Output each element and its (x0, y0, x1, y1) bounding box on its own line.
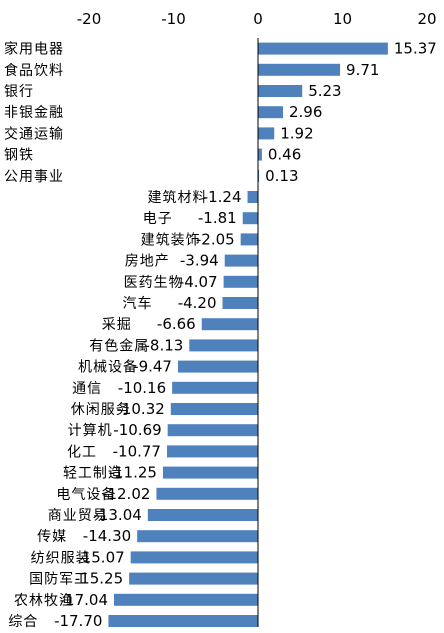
x-tick-label: 10 (333, 10, 352, 28)
data-label: -8.13 (144, 336, 183, 354)
data-label: -10.16 (118, 379, 166, 397)
category-label: 家用电器 (4, 41, 64, 58)
bar (242, 212, 258, 225)
data-label: -9.47 (133, 358, 172, 376)
bar (170, 403, 258, 415)
bar (177, 360, 258, 373)
data-label: 9.71 (346, 61, 379, 79)
data-label: -10.69 (113, 421, 161, 439)
data-label: -2.05 (196, 230, 235, 248)
category-label: 非银金融 (4, 105, 64, 121)
bars (108, 42, 388, 627)
category-label: 电子 (143, 211, 173, 227)
category-label: 公用事业 (4, 169, 64, 185)
bar (258, 106, 284, 119)
data-label: -6.66 (157, 315, 196, 333)
data-label: -11.25 (109, 464, 157, 482)
bar (172, 381, 258, 394)
data-label: -15.25 (75, 570, 123, 588)
data-label: 15.37 (394, 40, 437, 58)
category-label: 轻工制造 (63, 466, 123, 482)
category-label: 商业贸易 (48, 508, 108, 524)
data-label: -13.04 (93, 506, 141, 524)
data-label: 2.96 (289, 103, 322, 121)
category-label: 通信 (72, 381, 102, 397)
bar (240, 233, 258, 246)
data-label: 1.92 (280, 124, 313, 142)
bar (258, 127, 275, 140)
category-label: 建筑装饰 (141, 232, 201, 248)
data-label: -1.81 (198, 209, 237, 227)
category-label: 电气设备 (56, 486, 116, 503)
category-label: 建筑材料 (148, 190, 208, 206)
category-label: 医药生物 (124, 275, 184, 291)
bar (189, 339, 258, 352)
bar (137, 530, 258, 543)
category-label: 采掘 (102, 317, 132, 333)
category-label: 银行 (4, 84, 34, 100)
data-label: -12.02 (102, 485, 150, 503)
bar (114, 593, 259, 606)
bar (258, 63, 341, 76)
data-label: 0.46 (268, 146, 301, 164)
bar (258, 42, 388, 55)
data-label: -10.77 (113, 442, 161, 460)
bar (258, 148, 262, 161)
category-label: 交通运输 (4, 125, 64, 142)
data-label: -3.94 (180, 252, 219, 270)
category-label: 综合 (8, 614, 38, 630)
category-label: 房地产 (125, 254, 170, 270)
category-label: 休闲服务 (71, 402, 131, 418)
bar (147, 509, 258, 521)
category-label: 汽车 (123, 295, 153, 312)
x-tick-label: -10 (161, 10, 186, 28)
category-label: 钢铁 (4, 148, 34, 164)
data-label: 5.23 (308, 82, 341, 100)
bar (129, 572, 258, 585)
bar (162, 466, 258, 479)
bar (224, 254, 258, 267)
data-label: -15.07 (76, 548, 124, 566)
category-label: 化工 (67, 444, 97, 460)
x-axis-ticks: -20 -10 0 10 20 (77, 10, 437, 28)
value-labels: 15.37 9.71 5.23 2.96 1.92 0.46 0.13 -1.24 -1.81 -… (54, 40, 437, 630)
category-labels: 家用电器食品饮料银行非银金融交通运输钢铁公用事业建筑材料电子建筑装饰房地产医药生… (4, 41, 208, 630)
category-label: 纺织服装 (31, 550, 91, 566)
category-label: 国防军工 (29, 572, 89, 588)
bar (258, 169, 260, 182)
bar (258, 85, 303, 97)
data-label: -17.04 (60, 591, 108, 609)
bar (222, 297, 258, 309)
bar (108, 615, 258, 627)
x-tick-label: 20 (417, 10, 436, 28)
bar (223, 275, 258, 288)
bar (201, 318, 258, 331)
category-label: 有色金属 (89, 337, 149, 354)
data-label: -17.70 (54, 612, 102, 630)
bar (247, 191, 258, 203)
data-label: -4.20 (178, 294, 217, 312)
data-label: 0.13 (265, 167, 298, 185)
category-label: 计算机 (68, 423, 113, 439)
category-label: 食品饮料 (4, 62, 64, 79)
category-label: 传媒 (37, 529, 67, 545)
category-label: 农林牧渔 (14, 593, 74, 609)
data-label: -14.30 (83, 527, 131, 545)
bar (166, 445, 258, 458)
data-label: -1.24 (203, 188, 242, 206)
x-tick-label: -20 (77, 10, 102, 28)
bar (130, 551, 258, 564)
data-label: -10.32 (116, 400, 164, 418)
category-label: 机械设备 (78, 359, 138, 376)
x-tick-label: 0 (253, 10, 263, 28)
bar (156, 487, 258, 500)
bar (167, 424, 258, 437)
data-label: -4.07 (179, 273, 218, 291)
